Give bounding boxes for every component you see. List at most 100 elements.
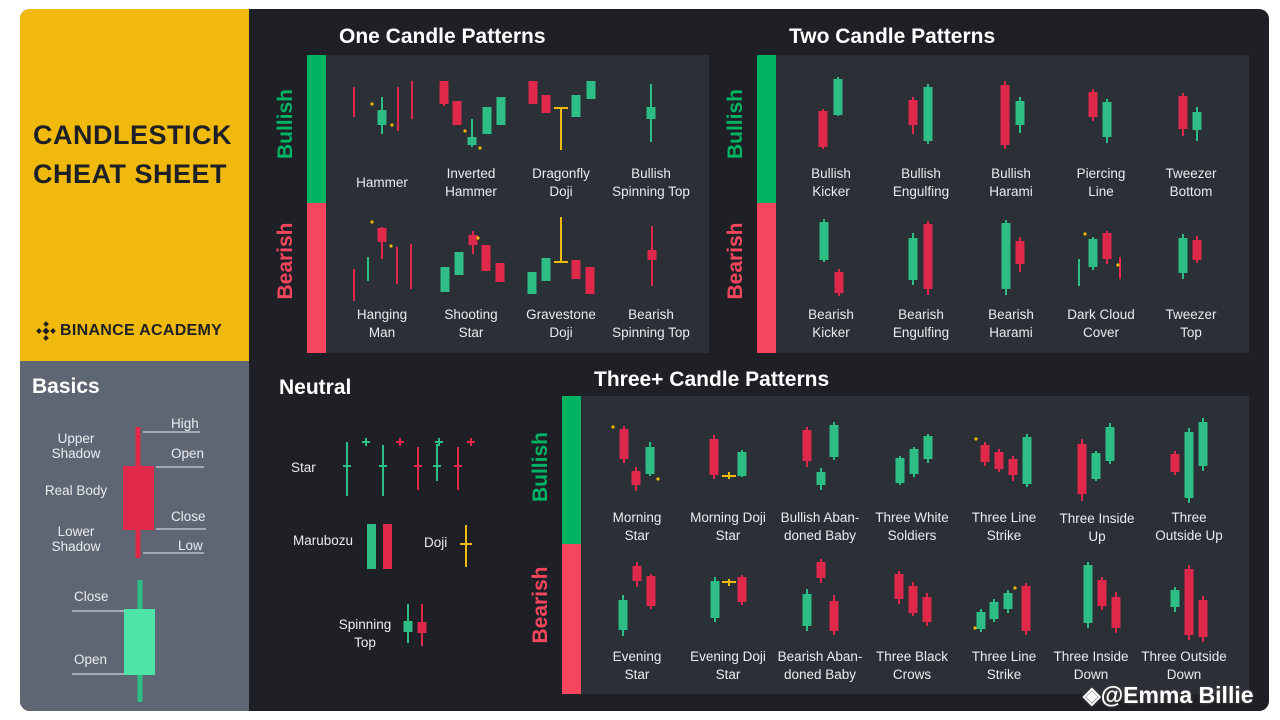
candlestick	[1192, 236, 1202, 263]
morning-doji-star-candles	[709, 435, 747, 479]
pattern-label: Evening Star	[612, 649, 662, 682]
evening-star-candles	[618, 562, 656, 636]
evening-doji-star-candles	[710, 575, 747, 622]
candlestick	[1178, 93, 1188, 136]
pattern-label: Bearish Engulfing	[892, 307, 950, 340]
candlestick	[1000, 81, 1010, 149]
candlestick	[1091, 451, 1101, 481]
candlestick	[816, 468, 826, 490]
marker-dot	[390, 123, 394, 127]
marker-dot	[476, 236, 480, 240]
bullish-basics-candle	[124, 580, 155, 702]
one-candle-panel	[326, 55, 709, 353]
candlestick	[1021, 583, 1031, 635]
candlestick	[737, 575, 747, 605]
open-label: Open	[171, 446, 205, 461]
watermark-icon: ◈	[1083, 682, 1101, 708]
real-body-label: Real Body	[44, 483, 108, 498]
candlestick	[989, 599, 999, 622]
plus-marker	[396, 438, 404, 446]
candlestick	[631, 467, 641, 491]
three-black-crows-candles	[894, 571, 932, 626]
sheet-title: CANDLESTICK CHEAT SHEET	[33, 116, 232, 194]
low-label: Low	[178, 538, 203, 553]
inverted-hammer-candles	[439, 81, 506, 147]
candlestick	[1102, 231, 1112, 264]
title-line-2: CHEAT SHEET	[33, 159, 228, 189]
pattern-label: Bullish Aban-doned Baby	[780, 510, 860, 543]
dark-cloud-cover-candles	[1078, 231, 1121, 286]
brand-name: BINANCE ACADEMY	[60, 322, 223, 339]
three-outside-down-candles	[1170, 565, 1208, 642]
candlestick	[1170, 451, 1180, 475]
marker-dot	[370, 220, 374, 224]
neutral-heading: Neutral	[279, 376, 352, 399]
bearish-kicker-candles	[819, 219, 844, 296]
marubozu-bull-candle	[367, 524, 376, 569]
candlestick	[439, 81, 449, 106]
pattern-label: Tweezer Top	[1165, 307, 1217, 340]
three-candle-panel	[581, 396, 1249, 694]
plus-marker	[467, 438, 475, 446]
candlestick	[1008, 456, 1018, 481]
pattern-label: Gravestone Doji	[526, 307, 596, 340]
tweezer-top-candles	[1178, 234, 1202, 279]
pattern-label: Bearish Aban-doned Baby	[777, 649, 863, 682]
candlestick	[1178, 234, 1188, 279]
marker-dot	[370, 102, 374, 106]
star-label: Star	[291, 460, 316, 475]
candlestick	[909, 447, 919, 477]
pattern-label: Piercing Line	[1076, 166, 1126, 199]
basics-diagram	[72, 427, 206, 702]
candlestick	[1022, 434, 1032, 487]
candlestick-illustrations	[343, 77, 1208, 646]
candlestick	[554, 217, 568, 263]
doji-label: Doji	[424, 535, 448, 550]
pattern-label: Bearish Harami	[988, 307, 1034, 340]
candlestick	[833, 77, 843, 116]
candlestick	[1001, 220, 1011, 295]
candlestick	[829, 422, 839, 460]
candlestick	[829, 595, 839, 635]
pattern-label: Three White Soldiers	[875, 510, 949, 543]
candlestick	[1088, 89, 1098, 121]
pattern-label: Bullish Spinning Top	[612, 166, 690, 199]
plus-marker	[435, 438, 443, 446]
candlestick	[417, 604, 427, 646]
bullish-abandoned-baby-candles	[802, 422, 839, 490]
candlestick	[908, 582, 918, 616]
close-label-2: Close	[74, 589, 109, 604]
plus-marker	[362, 438, 370, 446]
candlestick	[834, 269, 844, 296]
morning-star-candles	[619, 426, 655, 491]
candlestick	[377, 97, 387, 134]
candlestick	[1184, 428, 1194, 503]
marker-dot	[478, 146, 482, 150]
pattern-label: Hanging Man	[356, 307, 408, 340]
open-label-2: Open	[74, 652, 108, 667]
star-candle	[454, 447, 462, 490]
title-block: CANDLESTICK CHEAT SHEET BINANCE ACADEMY	[20, 9, 249, 361]
one-candle-bullish-bar	[307, 55, 326, 203]
two-candle-bullish-bar	[757, 55, 776, 203]
candlestick	[1198, 596, 1208, 642]
basics-block: Basics Upper Shadow Real Body Lower Shad…	[20, 361, 249, 711]
three-inside-up-candles	[1077, 423, 1115, 501]
pattern-label: Tweezer Bottom	[1165, 166, 1217, 199]
basics-heading: Basics	[32, 375, 100, 398]
dragonfly-doji-candles	[528, 81, 596, 150]
candlestick	[468, 231, 478, 254]
candlestick	[894, 571, 904, 604]
pattern-label: Morning Star	[612, 510, 662, 543]
marker-dot	[974, 437, 978, 441]
marker-dot	[1083, 232, 1087, 236]
pattern-label: Three Line Strike	[971, 649, 1037, 682]
one-candle-heading: One Candle Patterns	[339, 25, 546, 48]
candlestick	[1097, 577, 1107, 610]
candlestick	[976, 609, 986, 632]
candlestick	[571, 95, 581, 117]
marker-dot	[656, 477, 660, 481]
spinning-top-label: Spinning Top	[338, 617, 392, 650]
marker-dot	[973, 626, 977, 630]
hammer-candles	[353, 81, 413, 134]
